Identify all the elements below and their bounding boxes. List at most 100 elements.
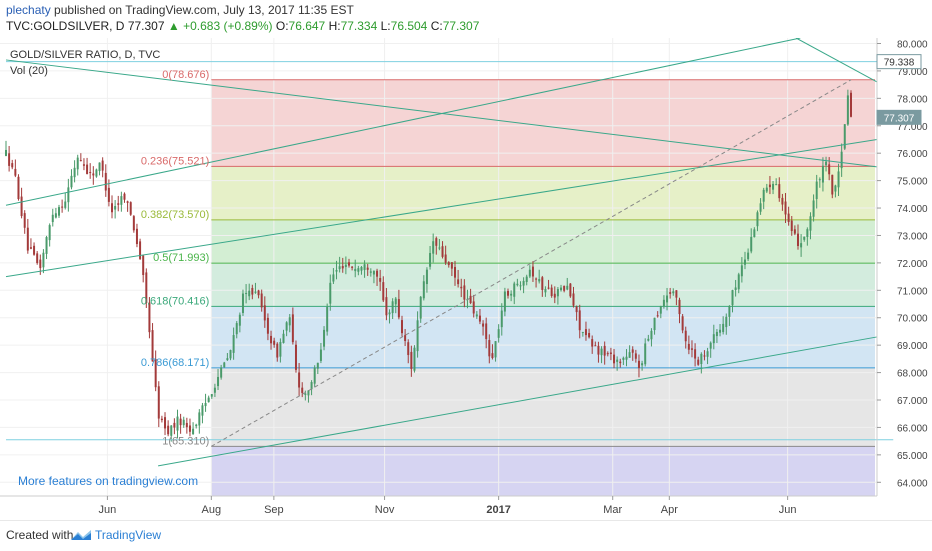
candle-body bbox=[76, 157, 79, 170]
candle-body bbox=[341, 265, 344, 269]
candle-body bbox=[588, 333, 591, 338]
candle-body bbox=[382, 282, 385, 301]
candle-body bbox=[39, 259, 42, 269]
candle-body bbox=[114, 206, 117, 210]
publish-text: published on TradingView.com, July 13, 2… bbox=[54, 3, 354, 17]
candle-body bbox=[594, 345, 597, 347]
fib-level-label: 1(65.310) bbox=[162, 435, 209, 447]
candle-body bbox=[656, 315, 659, 317]
price-tick-label: 76.000 bbox=[897, 149, 928, 160]
candle-body bbox=[606, 353, 609, 355]
candle-body bbox=[525, 276, 528, 282]
candle-body bbox=[519, 285, 522, 287]
candle-body bbox=[201, 405, 204, 416]
footer: Created with TradingView bbox=[0, 520, 932, 551]
price-tick-label: 77.000 bbox=[897, 122, 928, 133]
candle-body bbox=[843, 124, 846, 149]
candle-body bbox=[95, 169, 98, 177]
open-value: 76.647 bbox=[288, 19, 326, 33]
candle-body bbox=[513, 283, 516, 297]
candle-body bbox=[837, 171, 840, 188]
candle-body bbox=[787, 213, 790, 222]
fib-level-label: 0.236(75.521) bbox=[141, 155, 210, 167]
candle-body bbox=[625, 356, 628, 360]
candle-body bbox=[454, 266, 457, 278]
low-value: 76.504 bbox=[390, 19, 428, 33]
candle-body bbox=[709, 342, 712, 349]
candle-body bbox=[48, 225, 51, 241]
candle-body bbox=[42, 252, 45, 268]
candle-body bbox=[703, 355, 706, 357]
candle-body bbox=[129, 202, 132, 215]
candle-body bbox=[507, 290, 510, 296]
candle-body bbox=[17, 176, 20, 200]
candle-body bbox=[285, 322, 288, 331]
candle-body bbox=[260, 293, 263, 308]
candle-body bbox=[210, 394, 213, 397]
candle-body bbox=[435, 238, 438, 246]
candle-body bbox=[678, 299, 681, 315]
trendline bbox=[5, 59, 878, 168]
price-tick-label: 78.000 bbox=[897, 94, 928, 105]
fib-band bbox=[211, 367, 875, 447]
candle-body bbox=[846, 95, 849, 125]
fib-band bbox=[211, 166, 875, 220]
candle-body bbox=[613, 354, 616, 364]
open-label: O: bbox=[275, 19, 289, 33]
author-link[interactable]: plechaty bbox=[6, 3, 51, 17]
candle-body bbox=[229, 350, 232, 359]
candle-body bbox=[815, 181, 818, 200]
candle-body bbox=[86, 164, 89, 174]
close-value: 77.307 bbox=[442, 19, 480, 33]
candle-body bbox=[831, 174, 834, 195]
trendline bbox=[5, 138, 878, 278]
candle-body bbox=[850, 92, 852, 117]
candle-body bbox=[276, 343, 279, 358]
close-label: C: bbox=[430, 19, 443, 33]
fib-band bbox=[211, 219, 875, 264]
candle-body bbox=[316, 362, 319, 369]
candle-body bbox=[294, 344, 297, 370]
time-tick-label: Mar bbox=[603, 504, 622, 516]
time-tick-label: 2017 bbox=[486, 504, 510, 516]
price-tag-label: 77.307 bbox=[884, 113, 915, 124]
trendline bbox=[795, 38, 878, 83]
candle-body bbox=[662, 299, 665, 307]
price-tick-label: 79.000 bbox=[897, 67, 928, 78]
candle-body bbox=[160, 418, 163, 421]
candle-body bbox=[765, 187, 768, 192]
candle-body bbox=[584, 329, 587, 336]
candle-body bbox=[164, 417, 167, 429]
candle-body bbox=[145, 272, 148, 303]
candle-body bbox=[347, 262, 350, 266]
candle-body bbox=[631, 349, 634, 353]
tradingview-brand-link[interactable]: TradingView bbox=[95, 528, 162, 542]
price-tag-box bbox=[876, 109, 922, 125]
time-axis[interactable]: Jun Aug Sep Nov 2017 Mar Apr Jun bbox=[0, 495, 877, 516]
candle-body bbox=[360, 267, 363, 271]
candle-body bbox=[363, 264, 366, 270]
candle-body bbox=[556, 289, 559, 297]
candle-body bbox=[369, 271, 372, 273]
candle-body bbox=[681, 316, 684, 331]
candle-body bbox=[20, 196, 23, 217]
candle-body bbox=[628, 352, 631, 358]
watermark-link[interactable]: More features on tradingview.com bbox=[18, 474, 198, 488]
candle-body bbox=[619, 361, 622, 364]
candle-body bbox=[563, 285, 566, 291]
candle-body bbox=[245, 293, 248, 295]
candle-body bbox=[828, 164, 831, 175]
candle-body bbox=[376, 270, 379, 277]
candle-body bbox=[759, 203, 762, 212]
candle-body bbox=[784, 201, 787, 215]
candle-body bbox=[722, 323, 725, 333]
candle-body bbox=[597, 345, 600, 355]
created-with-text: Created with bbox=[6, 528, 74, 542]
price-chart[interactable]: 0(78.676) 0.236(75.521) 0.382(73.570) 0.5(7… bbox=[0, 38, 932, 520]
candle-body bbox=[743, 259, 746, 265]
candle-body bbox=[684, 330, 687, 342]
price-axis[interactable]: 64.000 65.000 66.000 67.000 68.000 69.000 70.0… bbox=[876, 38, 928, 496]
candle-body bbox=[497, 329, 500, 338]
candle-body bbox=[438, 247, 441, 249]
tradingview-logo-icon bbox=[71, 530, 91, 540]
